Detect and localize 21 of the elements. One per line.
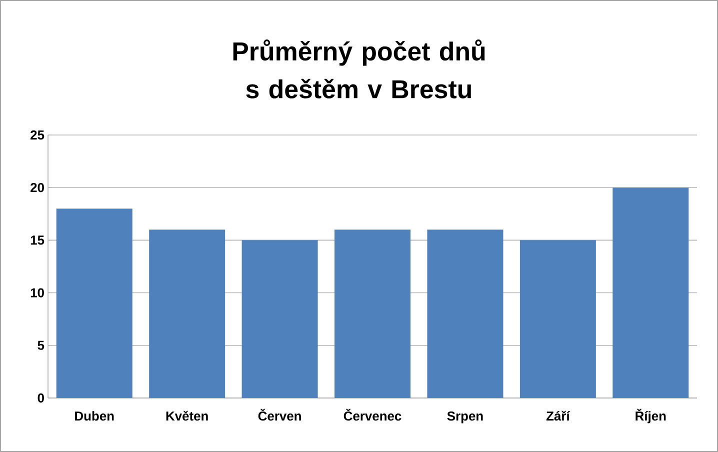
x-tick-label: Září (546, 410, 570, 421)
y-tick-label: 25 (30, 130, 44, 140)
y-tick-label: 20 (30, 183, 44, 192)
x-tick-label: Květen (166, 410, 208, 421)
bar (612, 188, 689, 398)
y-tick-label: 5 (38, 340, 44, 350)
bar (520, 240, 596, 398)
x-tick-label: Srpen (447, 411, 483, 424)
bar (56, 208, 132, 398)
bar (242, 240, 318, 398)
bar (334, 230, 411, 398)
x-tick-label: Duben (75, 411, 114, 421)
bar (149, 230, 226, 398)
y-tick-label: 10 (30, 288, 44, 298)
bar (427, 230, 504, 398)
y-tick-label: 15 (30, 236, 44, 245)
x-tick-label: Červenec (344, 408, 402, 421)
y-tick-label: 0 (38, 393, 44, 403)
chart-title: Průměrný počet dnů s deštěm v Brestu (233, 40, 485, 98)
x-tick-label: Říjen (636, 408, 666, 424)
x-tick-label: Červen (258, 408, 301, 421)
